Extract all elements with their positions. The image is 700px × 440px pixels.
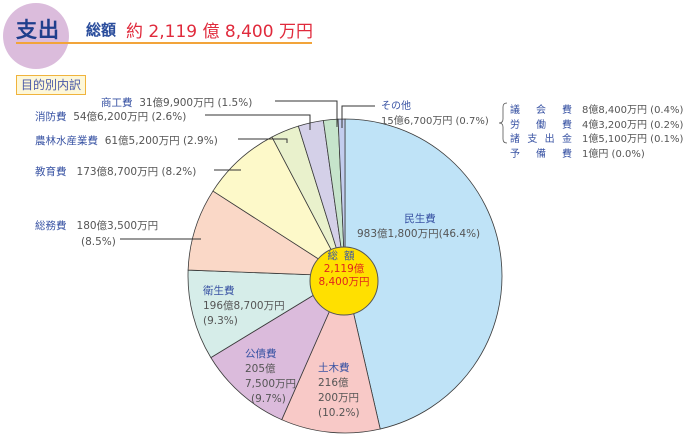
label-value: 31億9,900万円 (1.5%)	[139, 97, 253, 109]
center-total-title: 総額	[327, 250, 361, 262]
label-value: 61億5,200万円 (2.9%)	[104, 135, 218, 147]
sonota-breakdown-row: 議会費 8億8,400万円 (0.4%)	[510, 104, 683, 119]
label-value: 200万円	[318, 392, 360, 404]
breakdown-name: 諸支出金	[510, 134, 572, 145]
leader-line-norin	[238, 138, 288, 143]
label-value: 983億1,800万円(46.4%)	[357, 228, 481, 240]
pie-slice-民生費	[344, 118, 503, 430]
sonota-breakdown-list: 議会費 8億8,400万円 (0.4%) 労働費 4億3,200万円 (0.2%) 諸支…	[510, 104, 683, 162]
label-sonota: その他 15億6,700万円 (0.7%)	[381, 99, 489, 129]
label-shobo: 消防費 54億6,200万円 (2.6%)	[35, 109, 186, 124]
label-norin: 農林水産業費 61億5,200万円 (2.9%)	[35, 133, 218, 148]
label-name: 農林水産業費	[35, 135, 98, 147]
breakdown-value: 4億3,200万円 (0.2%)	[582, 119, 684, 131]
pie-slices	[187, 118, 503, 434]
center-total-label: 総額 2,119億 8,400万円	[311, 250, 377, 289]
total-label: 総額	[86, 21, 117, 39]
pie-slice-衛生費	[187, 269, 347, 359]
breakdown-value: 1億5,100万円 (0.1%)	[582, 134, 684, 145]
label-percent: (9.7%)	[251, 393, 286, 405]
label-name: 総務費	[35, 220, 67, 232]
label-name: 土木費	[318, 362, 350, 374]
label-value: 15億6,700万円 (0.7%)	[381, 116, 489, 127]
sonota-breakdown-row: 労働費 4億3,200万円 (0.2%)	[510, 119, 683, 134]
label-name: 衛生費	[203, 285, 235, 297]
label-percent: (8.5%)	[81, 236, 116, 248]
header-circle-decoration	[3, 3, 69, 69]
label-name: 民生費	[404, 213, 436, 225]
label-doboku: 土木費 216億 200万円 (10.2%)	[318, 361, 360, 421]
label-value: 180億3,500万円	[76, 220, 159, 232]
label-value: 7,500万円	[245, 378, 297, 390]
label-minsei: 民生費 983億1,800万円(46.4%)	[357, 212, 480, 242]
leader-line-shobo	[205, 114, 311, 130]
sonota-breakdown-row: 諸支出金 1億5,100万円 (0.1%)	[510, 133, 683, 148]
header-underline	[16, 42, 312, 44]
breakdown-name: 議会費	[510, 105, 572, 116]
pie-slice-土木費	[281, 274, 381, 434]
leader-lines	[120, 100, 508, 240]
label-name: 消防費	[35, 111, 67, 123]
section-badge: 目的別内訳	[16, 75, 87, 95]
label-value: 205億	[245, 363, 276, 375]
label-shoko: 商工費 31億9,900万円 (1.5%)	[101, 95, 252, 110]
leader-line-shoko	[275, 100, 338, 127]
label-somu: 総務費 180億3,500万円 (8.5%)	[35, 218, 158, 250]
breakdown-value: 1億円 (0.0%)	[582, 148, 645, 160]
breakdown-name: 労働費	[510, 119, 572, 131]
pie-slice-公債費	[210, 274, 346, 421]
center-total-circle	[309, 246, 379, 316]
pie-slice-総務費	[187, 190, 347, 277]
center-total-man: 8,400万円	[318, 276, 370, 288]
label-value: 216億	[318, 377, 349, 389]
label-percent: (10.2%)	[318, 407, 360, 419]
label-value: 196億8,700万円	[203, 300, 285, 312]
sonota-bracket	[498, 102, 508, 144]
label-value: 54億6,200万円 (2.6%)	[73, 111, 187, 123]
breakdown-name: 予備費	[510, 148, 572, 160]
label-kyoiku: 教育費 173億8,700万円 (8.2%)	[35, 164, 196, 179]
label-percent: (9.3%)	[203, 315, 238, 327]
total-value: 約 2,119 億 8,400 万円	[126, 22, 313, 42]
label-eisei: 衛生費 196億8,700万円 (9.3%)	[203, 284, 285, 329]
breakdown-value: 8億8,400万円 (0.4%)	[582, 105, 684, 116]
sonota-breakdown-row: 予備費 1億円 (0.0%)	[510, 148, 683, 163]
label-name: 公債費	[245, 348, 277, 360]
center-total-oku: 2,119億	[323, 263, 365, 275]
leader-line-sonota	[341, 105, 375, 128]
label-name: その他	[381, 101, 411, 112]
page-title: 支出	[16, 18, 60, 42]
label-name: 商工費	[101, 97, 133, 109]
label-kosai: 公債費 205億 7,500万円 (9.7%)	[245, 347, 296, 407]
label-value: 173億8,700万円 (8.2%)	[76, 166, 197, 178]
label-name: 教育費	[35, 166, 67, 178]
